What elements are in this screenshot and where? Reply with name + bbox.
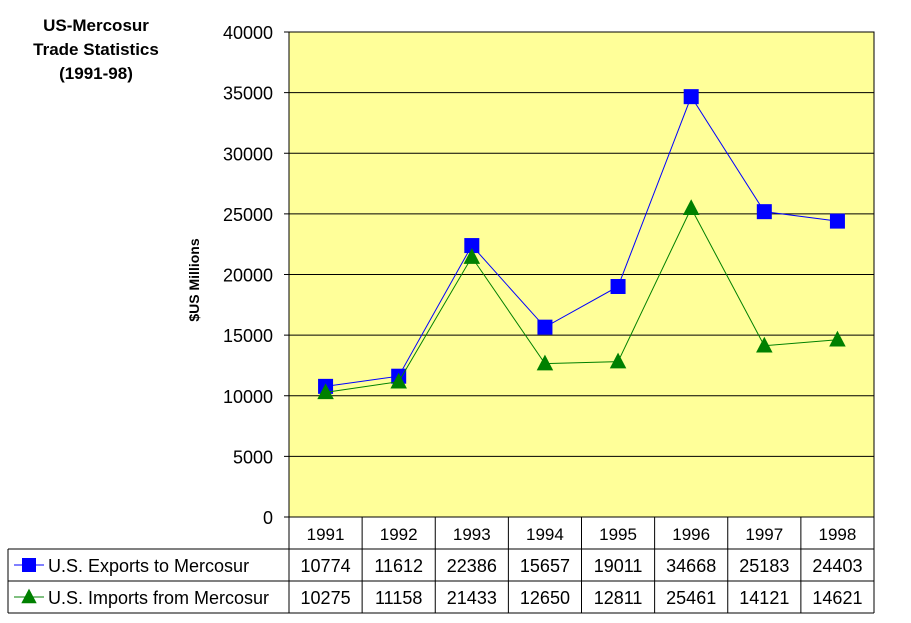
legend-marker-1 xyxy=(21,588,37,604)
data-point-0 xyxy=(829,213,845,229)
table-cell-value: 24403 xyxy=(812,556,862,576)
legend-label-0: U.S. Exports to Mercosur xyxy=(48,556,249,576)
data-point-1 xyxy=(463,248,481,264)
y-tick-label: 0 xyxy=(263,508,273,528)
table-cell-value: 25183 xyxy=(739,556,789,576)
table-cell-value: 21433 xyxy=(447,588,497,608)
series-line-1 xyxy=(325,207,838,393)
chart-title-line-1: US-Mercosur xyxy=(43,16,149,35)
chart-title: US-Mercosur Trade Statistics (1991-98) xyxy=(6,14,186,86)
data-point-0 xyxy=(610,278,626,294)
table-cell-value: 12811 xyxy=(594,588,643,608)
x-category-label: 1997 xyxy=(745,525,783,544)
data-point-1 xyxy=(756,336,773,353)
table-cell-value: 14621 xyxy=(812,588,862,608)
data-point-0 xyxy=(683,89,699,105)
y-tick-label: 5000 xyxy=(233,447,273,467)
data-point-0 xyxy=(537,319,553,335)
data-point-1 xyxy=(682,199,700,216)
y-tick-label: 20000 xyxy=(223,266,273,286)
y-tick-label: 25000 xyxy=(223,205,273,225)
table-cell-value: 10774 xyxy=(301,556,351,576)
x-category-label: 1996 xyxy=(672,525,710,544)
data-point-1 xyxy=(390,372,407,389)
table-cell-value: 22386 xyxy=(447,556,497,576)
y-tick-label: 40000 xyxy=(223,23,273,43)
table-cell-value: 11158 xyxy=(375,588,422,608)
data-point-1 xyxy=(536,354,554,371)
chart-title-line-2: Trade Statistics xyxy=(33,40,159,59)
data-point-0 xyxy=(464,238,480,254)
table-cell-value: 25461 xyxy=(666,588,716,608)
y-tick-label: 10000 xyxy=(223,387,273,407)
data-point-1 xyxy=(317,383,334,400)
table-cell-value: 34668 xyxy=(666,556,716,576)
x-category-label: 1993 xyxy=(453,525,491,544)
x-category-label: 1998 xyxy=(819,525,857,544)
table-cell-value: 14121 xyxy=(739,588,789,608)
legend-marker-0 xyxy=(22,558,36,572)
table-cell-value: 10275 xyxy=(301,588,351,608)
chart-title-line-3: (1991-98) xyxy=(59,64,133,83)
table-cell-value: 19011 xyxy=(594,556,643,576)
series-line-0 xyxy=(325,95,838,387)
y-tick-label: 15000 xyxy=(223,326,273,346)
x-category-label: 1991 xyxy=(307,525,345,544)
legend-label-1: U.S. Imports from Mercosur xyxy=(48,588,269,608)
table-cell-value: 15657 xyxy=(520,556,570,576)
x-category-label: 1995 xyxy=(599,525,637,544)
y-tick-label: 35000 xyxy=(223,84,273,104)
data-point-0 xyxy=(756,204,772,220)
x-category-label: 1992 xyxy=(380,525,418,544)
table-cell-value: 12650 xyxy=(520,588,570,608)
data-point-1 xyxy=(609,352,627,369)
data-point-1 xyxy=(829,330,846,347)
x-category-label: 1994 xyxy=(526,525,564,544)
table-cell-value: 11612 xyxy=(374,556,423,576)
y-tick-label: 30000 xyxy=(223,144,273,164)
